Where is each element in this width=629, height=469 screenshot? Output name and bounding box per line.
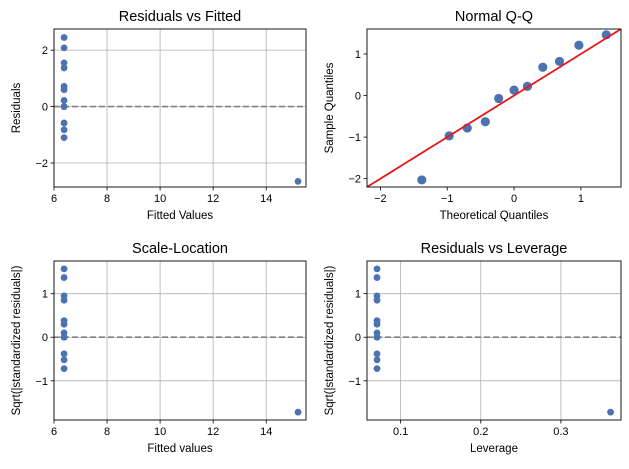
data-point (60, 274, 68, 281)
y-tick-label: −1 (35, 376, 48, 388)
data-point (60, 356, 68, 364)
data-point (538, 62, 548, 72)
axes-frame (366, 260, 622, 421)
panel-title: Normal Q-Q (455, 9, 533, 25)
x-tick-label: −1 (441, 193, 454, 205)
x-axis-label: Fitted Values (147, 210, 214, 222)
x-axis-label: Fitted values (147, 443, 212, 455)
data-point (574, 40, 584, 50)
data-point (373, 333, 381, 341)
x-tick-label: 14 (260, 426, 272, 438)
data-point (373, 274, 381, 281)
x-tick-label: 6 (51, 193, 57, 205)
y-tick-label: −1 (348, 132, 361, 144)
y-tick-label: 0 (42, 102, 48, 114)
axes-frame (53, 28, 307, 188)
y-tick-label: 1 (355, 49, 361, 61)
data-point (60, 103, 68, 110)
data-point (373, 265, 381, 273)
x-tick-label: 8 (104, 193, 110, 205)
x-tick-label: −2 (374, 193, 387, 205)
data-point (60, 333, 68, 341)
x-tick-label: 6 (51, 426, 57, 438)
panel-2: −2 −1 0 1 −2 −1 0 1 Normal Q-Q Theoretical Quanti… (324, 9, 622, 222)
y-tick-label: 0 (355, 91, 361, 103)
data-point (373, 320, 381, 328)
data-point (417, 175, 427, 185)
axes-frame (53, 260, 307, 421)
data-point (60, 86, 68, 94)
data-point (509, 85, 519, 95)
panel-title: Residuals vs Fitted (119, 9, 242, 25)
data-point (607, 408, 614, 416)
y-tick-label: −2 (348, 174, 361, 186)
data-point (60, 64, 68, 72)
x-axis-label: Theoretical Quantiles (440, 210, 549, 222)
y-axis-label: Sqrt(|standardized residuals|) (324, 265, 336, 415)
y-axis-label: Sqrt(|standardized residuals|) (11, 265, 23, 415)
data-point (373, 365, 381, 372)
y-tick-label: 0 (355, 332, 361, 344)
y-tick-label: 1 (355, 289, 361, 301)
data-point (373, 350, 381, 358)
data-point (480, 117, 490, 127)
data-point (60, 119, 68, 127)
data-point (60, 126, 68, 134)
y-tick-label: 0 (42, 332, 48, 344)
data-point (294, 408, 302, 416)
data-point (60, 59, 68, 67)
data-point (60, 296, 68, 304)
x-tick-label: 10 (154, 193, 166, 205)
panel-title: Scale-Location (132, 241, 228, 257)
data-point (373, 296, 381, 304)
panel-1: 6 8 10 12 14 −2 0 2 Residuals vs Fitted Fitted Va… (11, 9, 307, 222)
y-tick-label: −1 (348, 376, 361, 388)
x-tick-label: 8 (104, 426, 110, 438)
y-axis-label: Residuals (11, 83, 23, 134)
axes-frame (366, 28, 622, 188)
qq-reference-line (367, 29, 621, 187)
data-point (60, 34, 68, 41)
data-point (60, 320, 68, 328)
data-point (60, 350, 68, 358)
x-tick-label: 0.2 (473, 426, 488, 438)
x-tick-label: 1 (578, 193, 584, 205)
data-point (554, 56, 565, 67)
x-tick-label: 10 (154, 426, 166, 438)
panel-title: Residuals vs Leverage (421, 241, 568, 257)
data-point (60, 365, 68, 372)
y-tick-label: −2 (35, 158, 48, 170)
data-point (60, 44, 68, 52)
y-axis-label: Sample Quantiles (324, 62, 336, 153)
x-axis-label: Leverage (470, 443, 518, 455)
data-point (60, 134, 68, 142)
y-tick-label: 2 (42, 45, 48, 57)
x-tick-label: 0.1 (393, 426, 408, 438)
data-point (494, 93, 504, 104)
data-point (60, 265, 68, 273)
x-tick-label: 0 (511, 193, 517, 205)
x-tick-label: 12 (207, 193, 219, 205)
x-tick-label: 12 (207, 426, 219, 438)
panel-3: 6 8 10 12 14 −1 0 1 Scale-Location Fitted values S… (11, 241, 307, 455)
x-tick-label: 0.3 (553, 426, 568, 438)
data-point (60, 96, 68, 104)
panel-4: 0.1 0.2 0.3 −1 0 1 Residuals vs Leverage Levera… (324, 241, 622, 455)
data-point (294, 177, 302, 185)
data-point (373, 356, 381, 364)
y-tick-label: 1 (42, 289, 48, 301)
x-tick-label: 14 (260, 193, 272, 205)
